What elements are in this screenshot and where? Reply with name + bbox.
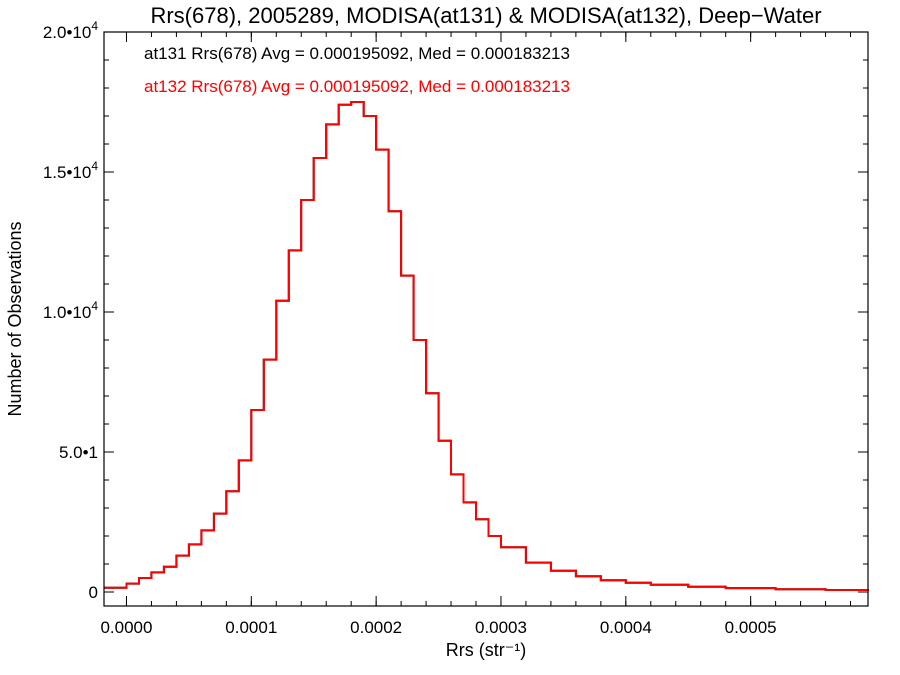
x-axis-label: Rrs (str⁻¹) xyxy=(446,640,526,660)
series-line-at131 xyxy=(104,101,869,591)
y-tick-label: 5.0•1 xyxy=(59,443,98,462)
y-axis-label: Number of Observations xyxy=(5,221,25,416)
ticks-layer: 0.0000 0.0001 0.0002 0.0003 0.0004 0.0005 0 5.0… xyxy=(43,19,868,637)
annotation-at132: at132 Rrs(678) Avg = 0.000195092, Med = … xyxy=(144,77,570,96)
annotation-at131: at131 Rrs(678) Avg = 0.000195092, Med = … xyxy=(144,44,570,63)
y-tick-label: 1.0•104 xyxy=(43,299,99,322)
plot-frame xyxy=(103,31,869,607)
x-tick-label: 0.0004 xyxy=(600,618,652,637)
y-tick-label: 2.0•104 xyxy=(43,19,99,42)
series-layer xyxy=(104,101,869,591)
y-tick-label: 0 xyxy=(89,583,98,602)
x-tick-label: 0.0003 xyxy=(475,618,527,637)
x-tick-label: 0.0002 xyxy=(350,618,402,637)
series-line-at132 xyxy=(104,101,869,591)
chart-title: Rrs(678), 2005289, MODISA(at131) & MODIS… xyxy=(150,3,821,28)
x-tick-label: 0.0001 xyxy=(225,618,277,637)
x-tick-label: 0.0005 xyxy=(725,618,777,637)
x-tick-label: 0.0000 xyxy=(100,618,152,637)
y-tick-label: 1.5•104 xyxy=(43,159,99,182)
